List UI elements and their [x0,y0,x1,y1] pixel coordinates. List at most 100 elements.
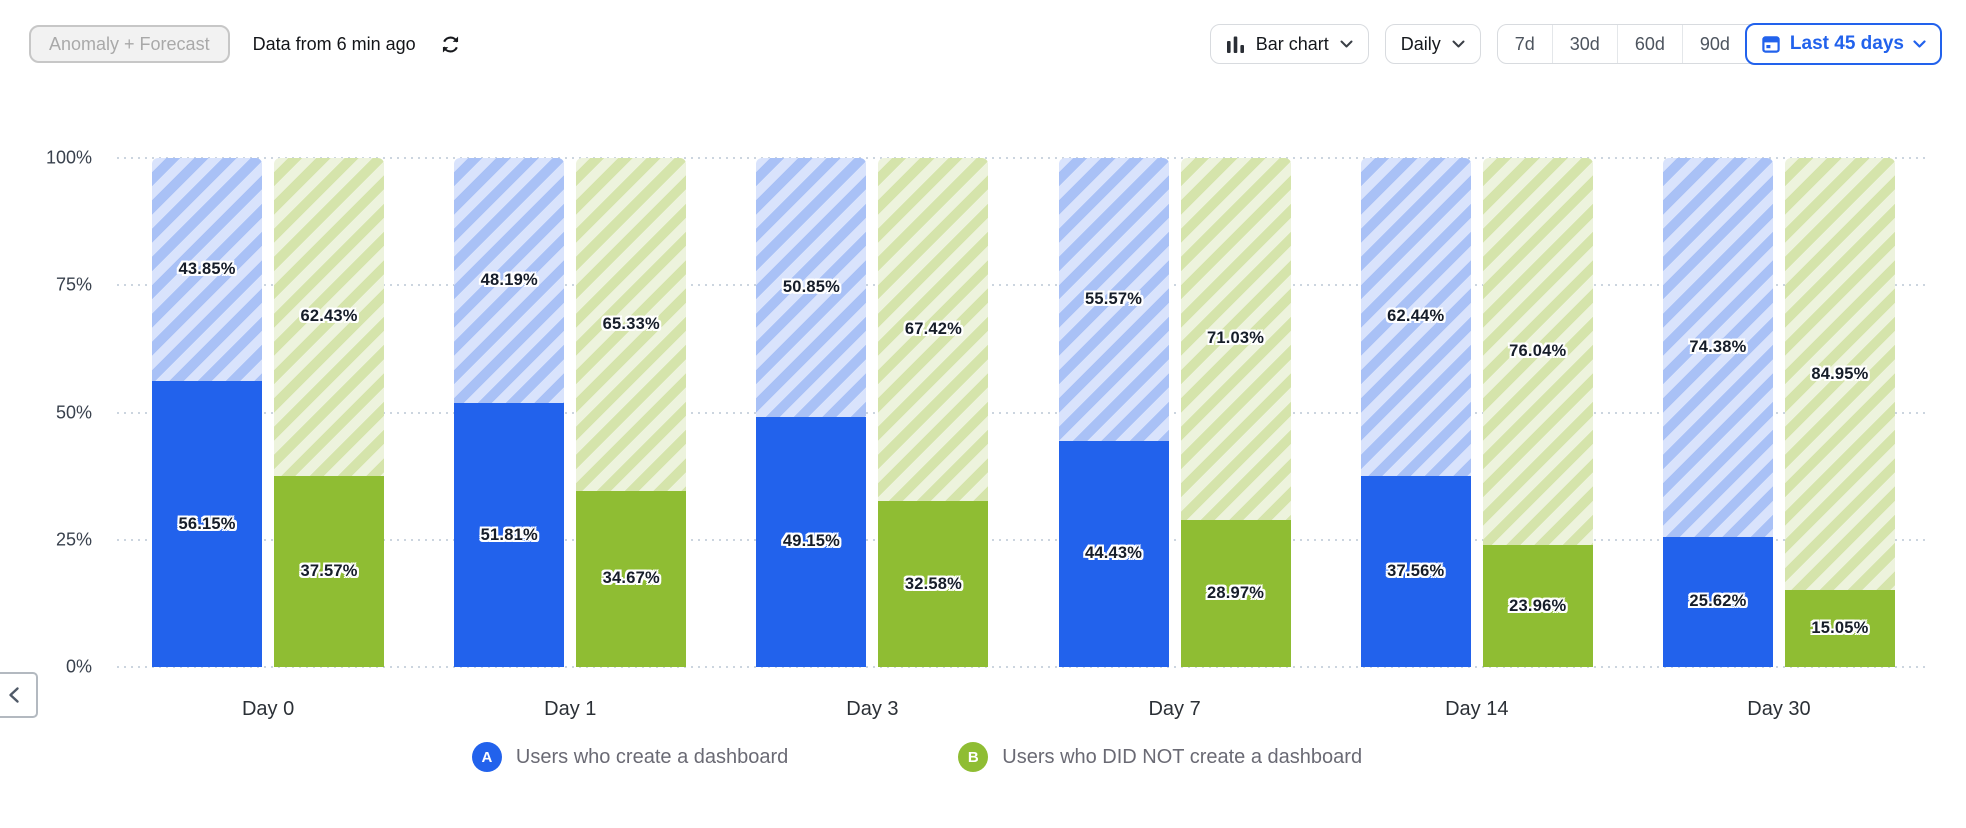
bar-a-day-30[interactable]: 74.38% 25.62% [1662,158,1773,667]
range-30d[interactable]: 30d [1551,25,1617,63]
legend-item-b[interactable]: B Users who DID NOT create a dashboard [958,742,1362,772]
segment-label: 48.19% [480,271,538,290]
interval-dropdown[interactable]: Daily [1384,24,1481,64]
date-range-dropdown[interactable]: Last 45 days [1744,23,1942,65]
segment-label: 25.62% [1689,592,1747,611]
y-axis-tick-100-: 100% [45,147,92,168]
segment-label: 74.38% [1689,337,1747,356]
segment-solid-b-day-30[interactable]: 15.05% [1784,590,1895,667]
segment-solid-b-day-14[interactable]: 23.96% [1482,545,1593,667]
bar-a-day-1[interactable]: 48.19% 51.81% [454,158,565,667]
anomaly-forecast-button[interactable]: Anomaly + Forecast [29,25,230,63]
legend-label-b: Users who DID NOT create a dashboard [1002,745,1363,768]
segment-solid-a-day-7[interactable]: 44.43% [1058,440,1169,667]
segment-hatched-a-day-7[interactable]: 55.57% [1058,158,1169,441]
segment-hatched-a-day-0[interactable]: 43.85% [152,158,263,382]
bar-b-day-14[interactable]: 76.04% 23.96% [1482,158,1593,667]
bar-a-day-0[interactable]: 43.85% 56.15% [152,158,263,667]
gridline-0- [117,666,1930,668]
segment-hatched-b-day-0[interactable]: 62.43% [274,158,385,476]
segment-label: 37.56% [1387,561,1445,580]
range-segmented-control: 7d 30d 60d 90d Last 45 days [1496,23,1942,65]
topbar-right: Bar chart Daily 7d 30d 60d 90d [1209,23,1942,65]
segment-hatched-b-day-7[interactable]: 71.03% [1180,158,1291,520]
segment-solid-a-day-30[interactable]: 25.62% [1662,536,1773,667]
segment-label: 50.85% [782,277,840,296]
segment-label: 28.97% [1207,583,1265,602]
segment-solid-a-day-3[interactable]: 49.15% [756,416,867,667]
bar-group-day-1: 48.19% 51.81% 65.33% 34.67% [419,158,721,667]
bar-chart-icon [1226,35,1245,54]
gridline-100- [117,157,1930,159]
bar-b-day-30[interactable]: 84.95% 15.05% [1784,158,1895,667]
bar-a-day-3[interactable]: 50.85% 49.15% [756,158,867,667]
range-7d[interactable]: 7d [1514,33,1535,54]
previous-page-button[interactable] [0,672,38,718]
legend-swatch-a: A [471,742,502,772]
legend-swatch-b: B [958,742,989,772]
segment-label: 56.15% [178,514,236,533]
chevron-down-icon [1340,40,1353,48]
bar-b-day-3[interactable]: 67.42% 32.58% [878,158,989,667]
segment-solid-b-day-0[interactable]: 37.57% [274,475,385,667]
gridline-75- [117,284,1930,287]
segment-hatched-b-day-1[interactable]: 65.33% [576,158,687,491]
segment-label: 71.03% [1207,329,1265,348]
segment-label: 55.57% [1085,289,1143,308]
x-axis-labels: Day 0 Day 1 Day 3 Day 7 Day 14 Day 30 [117,698,1930,721]
gridline-25- [117,538,1930,541]
segment-hatched-a-day-14[interactable]: 62.44% [1360,158,1471,476]
segment-solid-a-day-0[interactable]: 56.15% [152,381,263,667]
segment-label: 49.15% [782,532,840,551]
segment-hatched-a-day-30[interactable]: 74.38% [1662,158,1773,537]
refresh-button[interactable] [439,33,462,56]
bar-group-day-7: 55.57% 44.43% 71.03% 28.97% [1024,158,1326,667]
segment-label: 37.57% [300,561,358,580]
segment-label: 32.58% [904,574,962,593]
range-90d[interactable]: 90d [1681,25,1747,63]
plot-area: 43.85% 56.15% 62.43% 37.57% 48.19% 51.81% 65.3… [0,148,1966,677]
y-axis-tick-0-: 0% [65,656,92,677]
segment-label: 65.33% [602,314,660,333]
interval-label: Daily [1400,33,1441,54]
chevron-down-icon [1913,40,1926,48]
legend: A Users who create a dashboard B Users w… [0,742,1900,772]
segment-label: 62.44% [1387,307,1445,326]
legend-label-a: Users who create a dashboard [515,745,789,768]
x-axis-label-day-0: Day 0 [241,698,295,720]
segment-hatched-a-day-1[interactable]: 48.19% [454,158,565,404]
bar-group-day-30: 74.38% 25.62% 84.95% 15.05% [1628,158,1930,667]
bar-group-day-3: 50.85% 49.15% 67.42% 32.58% [721,158,1023,667]
bar-b-day-0[interactable]: 62.43% 37.57% [274,158,385,667]
segment-solid-b-day-3[interactable]: 32.58% [878,501,989,667]
bar-a-day-7[interactable]: 55.57% 44.43% [1058,158,1169,667]
bar-group-day-0: 43.85% 56.15% 62.43% 37.57% [117,158,419,667]
date-range-label: Last 45 days [1789,33,1904,54]
segment-solid-b-day-1[interactable]: 34.67% [576,490,687,667]
segment-hatched-b-day-14[interactable]: 76.04% [1482,158,1593,546]
segment-label: 34.67% [602,569,660,588]
x-axis-label-day-30: Day 30 [1747,698,1811,720]
x-axis-label-day-1: Day 1 [544,698,597,720]
bar-group-day-14: 62.44% 37.56% 76.04% 23.96% [1326,158,1628,667]
bar-a-day-14[interactable]: 62.44% 37.56% [1360,158,1471,667]
y-axis-tick-25-: 25% [55,529,92,550]
segment-hatched-a-day-3[interactable]: 50.85% [756,158,867,417]
segment-solid-a-day-14[interactable]: 37.56% [1360,475,1471,667]
legend-item-a[interactable]: A Users who create a dashboard [471,742,789,772]
segment-solid-b-day-7[interactable]: 28.97% [1180,519,1291,667]
segment-hatched-b-day-3[interactable]: 67.42% [878,158,989,502]
data-freshness-text: Data from 6 min ago [252,33,416,54]
refresh-icon [439,33,462,56]
segment-hatched-b-day-30[interactable]: 84.95% [1784,158,1895,591]
chart-type-dropdown[interactable]: Bar chart [1209,24,1369,64]
bar-b-day-7[interactable]: 71.03% 28.97% [1180,158,1291,667]
x-axis-label-day-3: Day 3 [846,698,899,720]
range-60d[interactable]: 60d [1616,25,1682,63]
y-axis-tick-75-: 75% [55,274,92,295]
segment-solid-a-day-1[interactable]: 51.81% [454,403,565,667]
y-axis-tick-50-: 50% [55,402,92,422]
topbar-left: Anomaly + Forecast Data from 6 min ago [29,24,462,64]
bar-b-day-1[interactable]: 65.33% 34.67% [576,158,687,667]
